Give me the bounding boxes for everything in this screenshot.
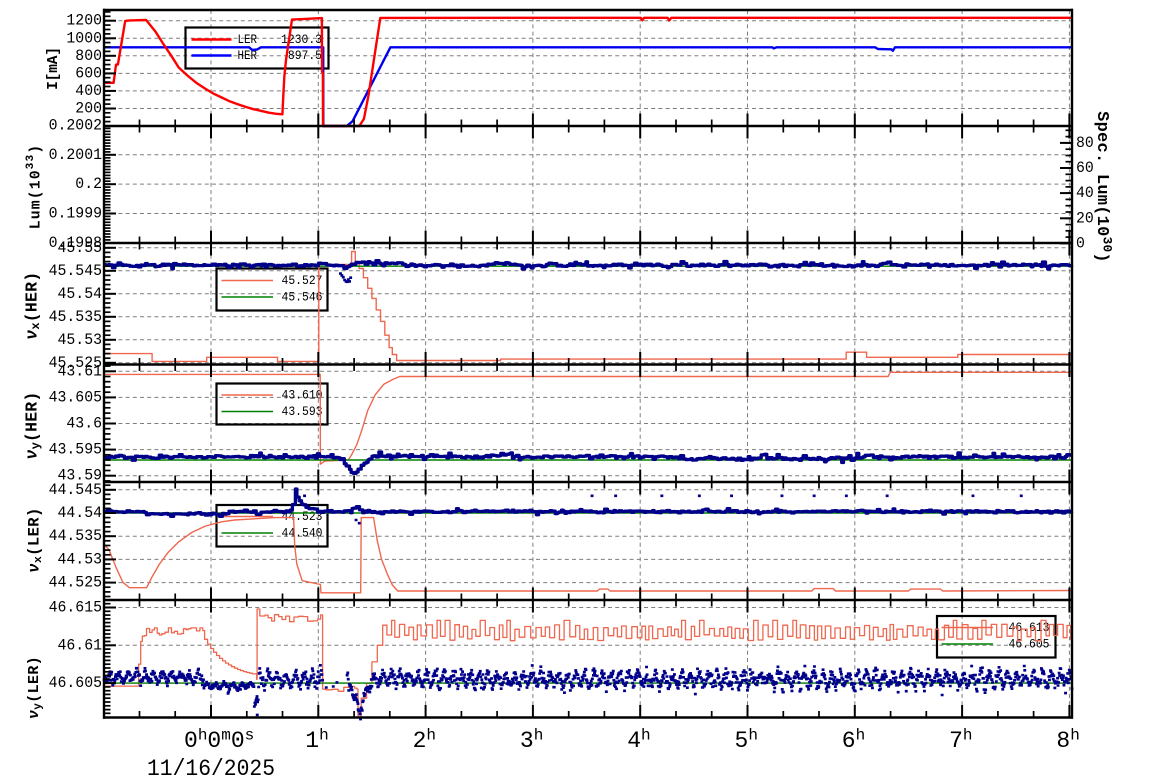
- svg-text:46.615: 46.615: [49, 599, 102, 617]
- svg-text:40: 40: [1076, 184, 1094, 202]
- svg-text:46.613: 46.613: [1009, 620, 1050, 635]
- svg-text:44.54: 44.54: [58, 504, 103, 522]
- svg-text:43.59: 43.59: [58, 467, 103, 485]
- svg-text:43.605: 43.605: [49, 388, 102, 406]
- svg-text:46.61: 46.61: [58, 636, 103, 654]
- svg-text:44.540: 44.540: [282, 526, 323, 541]
- svg-text:45.546: 45.546: [282, 290, 323, 305]
- svg-text:44.535: 44.535: [49, 527, 102, 545]
- svg-text:0.2: 0.2: [75, 175, 102, 193]
- svg-text:60: 60: [1076, 159, 1094, 177]
- svg-text:45.545: 45.545: [49, 262, 102, 280]
- svg-text:I[mA]: I[mA]: [46, 47, 62, 90]
- svg-text:45.527: 45.527: [282, 273, 323, 288]
- svg-text:1200: 1200: [66, 12, 102, 30]
- svg-text:11/16/2025: 11/16/2025: [147, 756, 275, 782]
- svg-text:1000: 1000: [66, 29, 102, 47]
- svg-text:1230.3: 1230.3: [281, 32, 322, 47]
- svg-text:0.2002: 0.2002: [49, 117, 102, 135]
- svg-text:LER: LER: [238, 32, 258, 47]
- svg-text:45.54: 45.54: [58, 285, 103, 303]
- svg-text:43.61: 43.61: [58, 362, 103, 380]
- svg-text:νx(LER): νx(LER): [26, 507, 46, 572]
- svg-text:45.55: 45.55: [58, 239, 103, 257]
- svg-text:44.525: 44.525: [49, 574, 102, 592]
- svg-text:46.605: 46.605: [1009, 637, 1050, 652]
- svg-text:44.53: 44.53: [58, 550, 103, 568]
- svg-text:200: 200: [75, 100, 102, 118]
- svg-text:44.545: 44.545: [49, 481, 102, 499]
- svg-text:Spec. Lum(1030): Spec. Lum(1030): [1092, 111, 1115, 263]
- svg-text:43.595: 43.595: [49, 441, 102, 459]
- svg-text:0: 0: [1076, 234, 1085, 252]
- svg-text:45.525: 45.525: [49, 354, 102, 372]
- svg-text:0.1999: 0.1999: [49, 205, 102, 223]
- svg-text:400: 400: [75, 82, 102, 100]
- svg-text:43.610: 43.610: [282, 388, 323, 403]
- svg-text:νx(HER): νx(HER): [22, 272, 43, 340]
- svg-text:45.535: 45.535: [49, 308, 102, 326]
- svg-text:HER: HER: [238, 48, 258, 63]
- svg-text:800: 800: [75, 47, 102, 65]
- svg-text:80: 80: [1076, 134, 1094, 152]
- svg-text:897.5: 897.5: [288, 48, 322, 63]
- svg-text:46.605: 46.605: [49, 674, 102, 692]
- svg-text:νy(HER): νy(HER): [22, 391, 43, 459]
- svg-text:0h0m0s: 0h0m0s: [184, 727, 254, 755]
- svg-text:0.2001: 0.2001: [49, 146, 102, 164]
- svg-text:0.1998: 0.1998: [49, 234, 102, 252]
- svg-text:43.6: 43.6: [66, 415, 102, 433]
- svg-text:600: 600: [75, 64, 102, 82]
- svg-text:20: 20: [1076, 209, 1094, 227]
- svg-text:νy(LER): νy(LER): [26, 656, 45, 719]
- svg-text:43.593: 43.593: [282, 404, 323, 419]
- svg-text:45.53: 45.53: [58, 331, 103, 349]
